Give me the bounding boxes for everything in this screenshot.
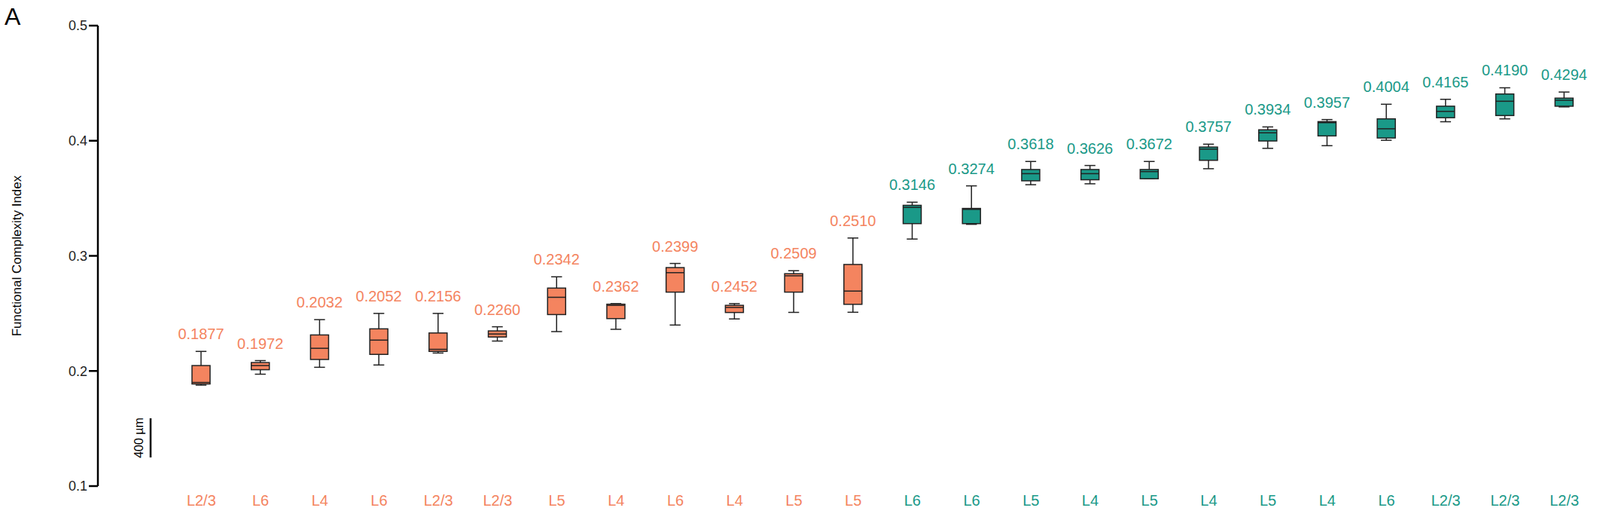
- svg-text:Functional Complexity Index: Functional Complexity Index: [9, 174, 25, 336]
- svg-text:0.2260: 0.2260: [474, 301, 521, 318]
- svg-text:L6: L6: [963, 491, 980, 509]
- svg-text:0.2032: 0.2032: [296, 293, 343, 311]
- svg-text:L4: L4: [1319, 491, 1336, 509]
- svg-text:0.2052: 0.2052: [356, 287, 403, 305]
- svg-text:L2/3: L2/3: [186, 491, 217, 509]
- svg-text:L4: L4: [311, 491, 329, 509]
- svg-text:0.4004: 0.4004: [1363, 78, 1410, 95]
- svg-text:0.3672: 0.3672: [1126, 135, 1173, 153]
- svg-text:L2/3: L2/3: [1431, 491, 1461, 509]
- svg-text:0.4190: 0.4190: [1481, 61, 1528, 79]
- svg-text:L5: L5: [1022, 491, 1040, 509]
- html-text:A: A: [4, 3, 21, 31]
- svg-text:0.2342: 0.2342: [533, 250, 580, 268]
- svg-text:L6: L6: [904, 491, 921, 509]
- svg-text:L5: L5: [785, 491, 802, 509]
- svg-text:0.3757: 0.3757: [1185, 118, 1232, 135]
- svg-text:0.2156: 0.2156: [414, 287, 461, 305]
- svg-text:L2/3: L2/3: [482, 491, 512, 509]
- svg-text:0.3618: 0.3618: [1007, 135, 1054, 153]
- svg-text:400 µm: 400 µm: [132, 417, 146, 458]
- svg-text:0.3934: 0.3934: [1244, 100, 1291, 118]
- svg-text:L4: L4: [1200, 491, 1217, 509]
- svg-text:L5: L5: [1259, 491, 1277, 509]
- svg-text:0.4: 0.4: [68, 133, 88, 149]
- svg-text:L6: L6: [1377, 491, 1395, 509]
- svg-text:L5: L5: [1141, 491, 1159, 509]
- svg-text:0.3: 0.3: [68, 248, 88, 264]
- svg-text:0.3146: 0.3146: [889, 176, 936, 193]
- svg-text:0.1877: 0.1877: [177, 325, 224, 342]
- svg-text:L4: L4: [607, 491, 625, 509]
- svg-text:0.4165: 0.4165: [1422, 73, 1469, 91]
- svg-text:L5: L5: [548, 491, 565, 509]
- svg-text:0.2399: 0.2399: [652, 237, 698, 255]
- svg-text:L6: L6: [370, 491, 388, 509]
- svg-text:0.3957: 0.3957: [1304, 94, 1351, 111]
- svg-text:0.2362: 0.2362: [592, 277, 639, 295]
- svg-text:L5: L5: [844, 491, 862, 509]
- svg-text:L2/3: L2/3: [1490, 491, 1520, 509]
- svg-text:0.3626: 0.3626: [1066, 140, 1113, 157]
- svg-text:0.1: 0.1: [68, 478, 88, 494]
- svg-text:0.5: 0.5: [68, 18, 88, 34]
- svg-text:0.2509: 0.2509: [770, 244, 817, 262]
- svg-text:0.4294: 0.4294: [1541, 66, 1588, 83]
- svg-text:L4: L4: [726, 491, 744, 509]
- svg-text:L2/3: L2/3: [1549, 491, 1579, 509]
- svg-text:0.3274: 0.3274: [948, 160, 995, 177]
- svg-text:L6: L6: [252, 491, 269, 509]
- svg-text:0.2: 0.2: [68, 363, 88, 379]
- svg-text:0.1972: 0.1972: [237, 335, 284, 352]
- svg-text:0.2510: 0.2510: [829, 212, 876, 229]
- svg-text:L2/3: L2/3: [423, 491, 454, 509]
- svg-text:L6: L6: [667, 491, 684, 509]
- svg-text:0.2452: 0.2452: [711, 277, 758, 295]
- svg-text:L4: L4: [1081, 491, 1099, 509]
